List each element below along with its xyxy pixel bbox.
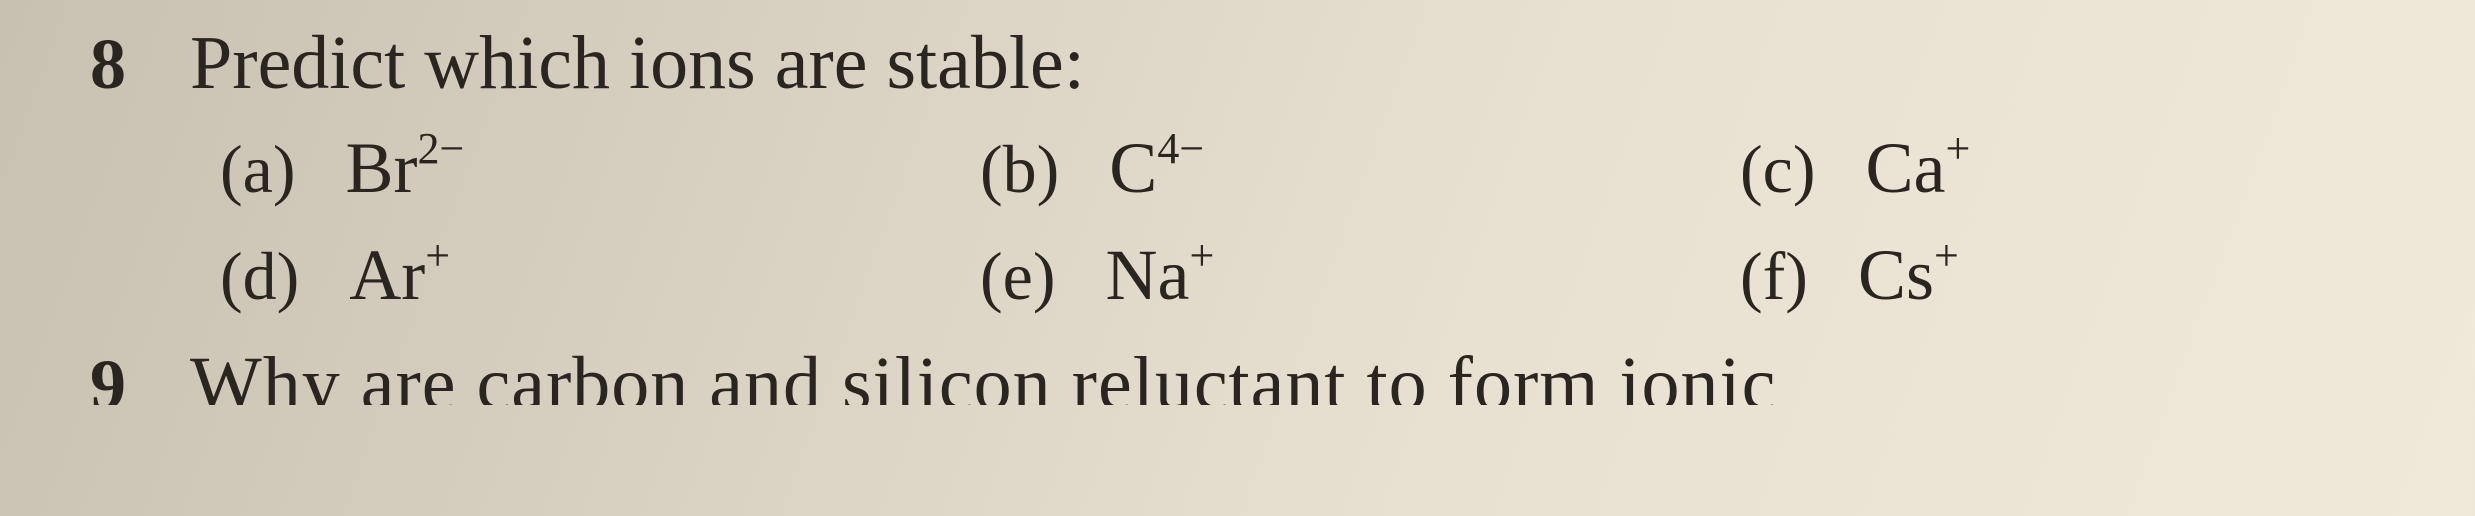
option-a-element: Br	[345, 128, 417, 208]
option-a-label: (a)	[220, 130, 295, 209]
option-b: (b) C4−	[980, 127, 1740, 210]
option-b-label: (b)	[980, 130, 1059, 209]
option-d-element: Ar	[349, 235, 425, 315]
option-c-charge: +	[1945, 124, 1970, 173]
option-e-element: Na	[1105, 235, 1189, 315]
option-b-element: C	[1109, 128, 1157, 208]
option-a-charge: 2−	[417, 124, 464, 173]
next-question-number: 9	[90, 344, 140, 405]
option-d-label: (d)	[220, 237, 299, 316]
option-b-charge: 4−	[1157, 124, 1204, 173]
option-c-value: Ca+	[1865, 127, 1970, 210]
option-d-value: Ar+	[349, 234, 450, 317]
option-b-value: C4−	[1109, 127, 1204, 210]
option-a-value: Br2−	[345, 127, 464, 210]
option-f-value: Cs+	[1858, 234, 1959, 317]
option-f-element: Cs	[1858, 235, 1934, 315]
question-text: Predict which ions are stable:	[190, 20, 1085, 107]
option-c-label: (c)	[1740, 130, 1815, 209]
option-e-value: Na+	[1105, 234, 1214, 317]
option-row-1: (a) Br2− (b) C4− (c) Ca+	[220, 127, 2475, 210]
option-e-charge: +	[1189, 231, 1214, 280]
next-question-text: Why are carbon and silicon reluctant to …	[190, 341, 1776, 405]
option-c: (c) Ca+	[1740, 127, 2475, 210]
next-question-row: 9 Why are carbon and silicon reluctant t…	[0, 341, 2475, 405]
option-e: (e) Na+	[980, 234, 1740, 317]
question-row: 8 Predict which ions are stable:	[0, 20, 2475, 107]
option-f-charge: +	[1934, 231, 1959, 280]
question-number: 8	[90, 23, 140, 106]
option-d-charge: +	[425, 231, 450, 280]
option-a: (a) Br2−	[220, 127, 980, 210]
option-f: (f) Cs+	[1740, 234, 2475, 317]
options-container: (a) Br2− (b) C4− (c) Ca+ (d) Ar+ (e) Na+…	[0, 127, 2475, 317]
option-d: (d) Ar+	[220, 234, 980, 317]
option-c-element: Ca	[1865, 128, 1945, 208]
option-e-label: (e)	[980, 237, 1055, 316]
option-f-label: (f)	[1740, 237, 1808, 316]
option-row-2: (d) Ar+ (e) Na+ (f) Cs+	[220, 234, 2475, 317]
